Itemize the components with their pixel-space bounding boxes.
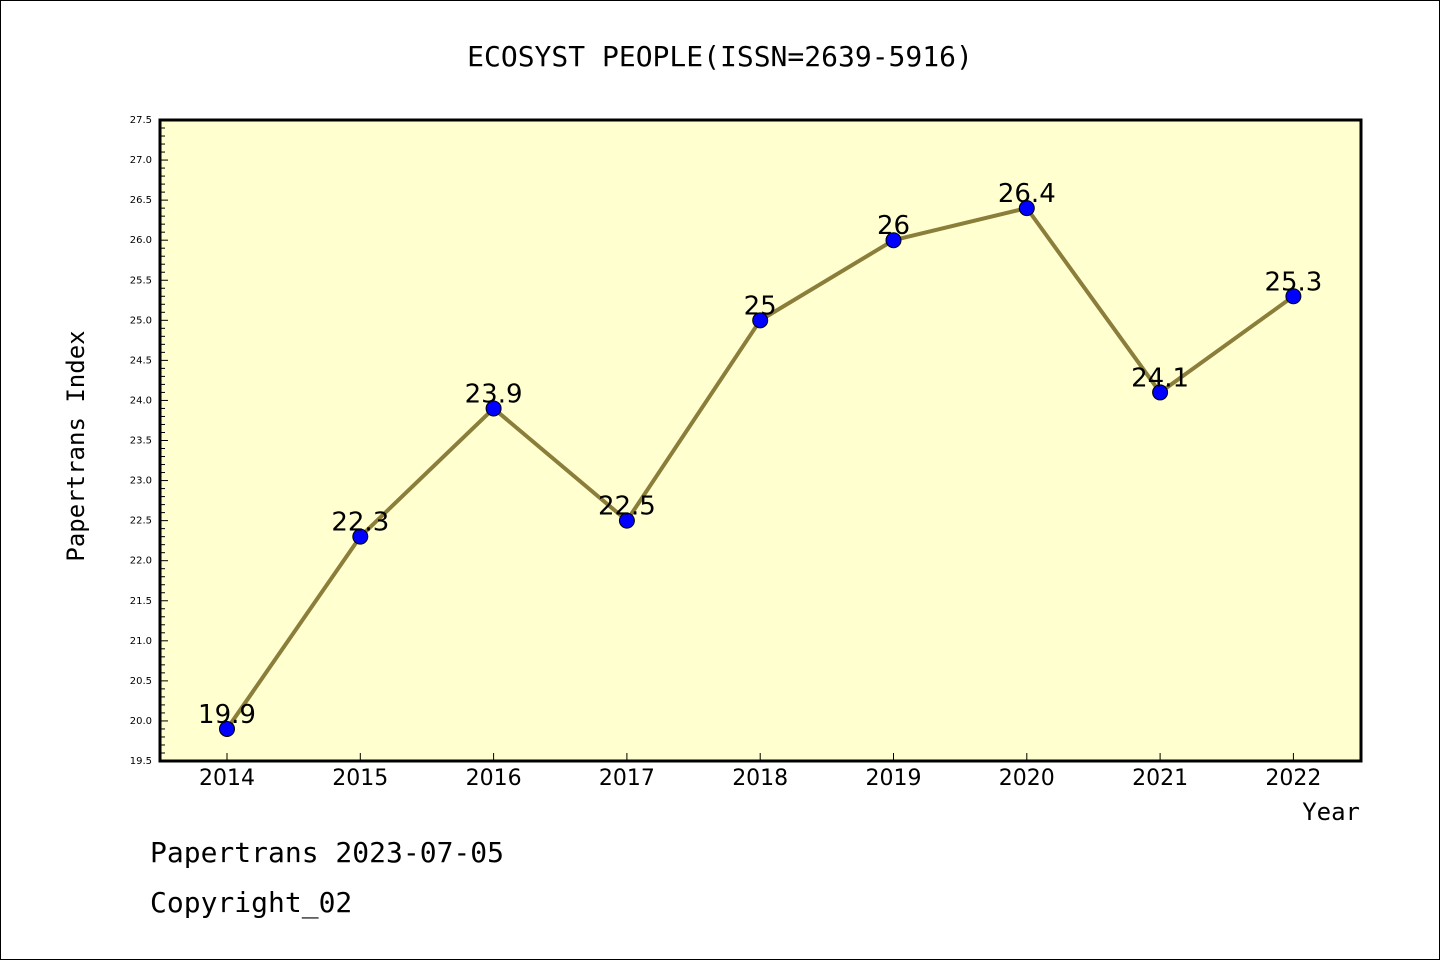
y-tick-label: 21.5 (130, 596, 152, 607)
x-tick-label: 2021 (1132, 766, 1188, 791)
x-tick-label: 2014 (199, 766, 255, 791)
chart-title: ECOSYST PEOPLE(ISSN=2639-5916) (467, 40, 973, 73)
data-point (1018, 200, 1035, 217)
footer-copyright: Copyright_02 (150, 886, 353, 919)
x-tick-label: 2018 (732, 766, 788, 791)
data-point (1152, 384, 1169, 401)
y-tick-label: 19.5 (130, 756, 152, 767)
data-point (1285, 288, 1302, 305)
data-point (885, 232, 902, 249)
y-tick-label: 22.5 (130, 516, 152, 527)
x-tick-label: 2015 (332, 766, 388, 791)
x-tick-label: 2016 (466, 766, 522, 791)
y-tick-label: 21.0 (130, 636, 152, 647)
footer-date: Papertrans 2023-07-05 (150, 836, 505, 869)
y-tick-label: 25.5 (130, 275, 152, 286)
data-label: 26.4 (998, 179, 1056, 209)
y-tick-label: 23.0 (130, 476, 152, 487)
data-markers (219, 200, 1302, 737)
x-axis-title: Year (1302, 798, 1360, 826)
data-label: 25 (744, 291, 777, 321)
data-label: 25.3 (1264, 267, 1322, 297)
x-tick-label: 2022 (1265, 766, 1321, 791)
y-tick-label: 25.0 (130, 315, 152, 326)
y-tick-label: 26.0 (130, 235, 152, 246)
data-label: 22.5 (598, 492, 656, 522)
y-axis-title: Papertrans Index (62, 330, 90, 561)
data-point (352, 528, 369, 545)
data-point (752, 312, 769, 329)
plot-border (158, 118, 1363, 763)
plot-area (160, 120, 1361, 761)
y-tick-label: 27.5 (130, 115, 152, 126)
data-point (219, 720, 235, 737)
y-tick-label: 26.5 (130, 195, 152, 206)
data-label: 19.9 (198, 700, 256, 730)
data-label: 23.9 (465, 379, 523, 409)
y-tick-label: 23.5 (130, 436, 152, 447)
x-axis: 2014 2015 2016 2017 2018 2019 2020 2021 2022 (199, 753, 1321, 791)
data-label: 26 (877, 211, 910, 241)
data-point (485, 400, 502, 417)
y-tick-label: 24.5 (130, 355, 152, 366)
y-tick-label: 22.0 (130, 556, 152, 567)
y-tick-label: 20.0 (130, 716, 152, 727)
data-labels: 19.9 22.3 23.9 22.5 25 26 26.4 24.1 25.3 (198, 179, 1322, 730)
x-tick-label: 2017 (599, 766, 655, 791)
data-label: 22.3 (331, 508, 389, 538)
y-tick-label: 24.0 (130, 395, 152, 406)
data-point (618, 512, 635, 529)
x-tick-label: 2020 (999, 766, 1055, 791)
x-tick-label: 2019 (866, 766, 922, 791)
y-tick-label: 20.5 (130, 676, 152, 687)
y-tick-label: 27.0 (130, 155, 152, 166)
data-label: 24.1 (1131, 363, 1189, 393)
